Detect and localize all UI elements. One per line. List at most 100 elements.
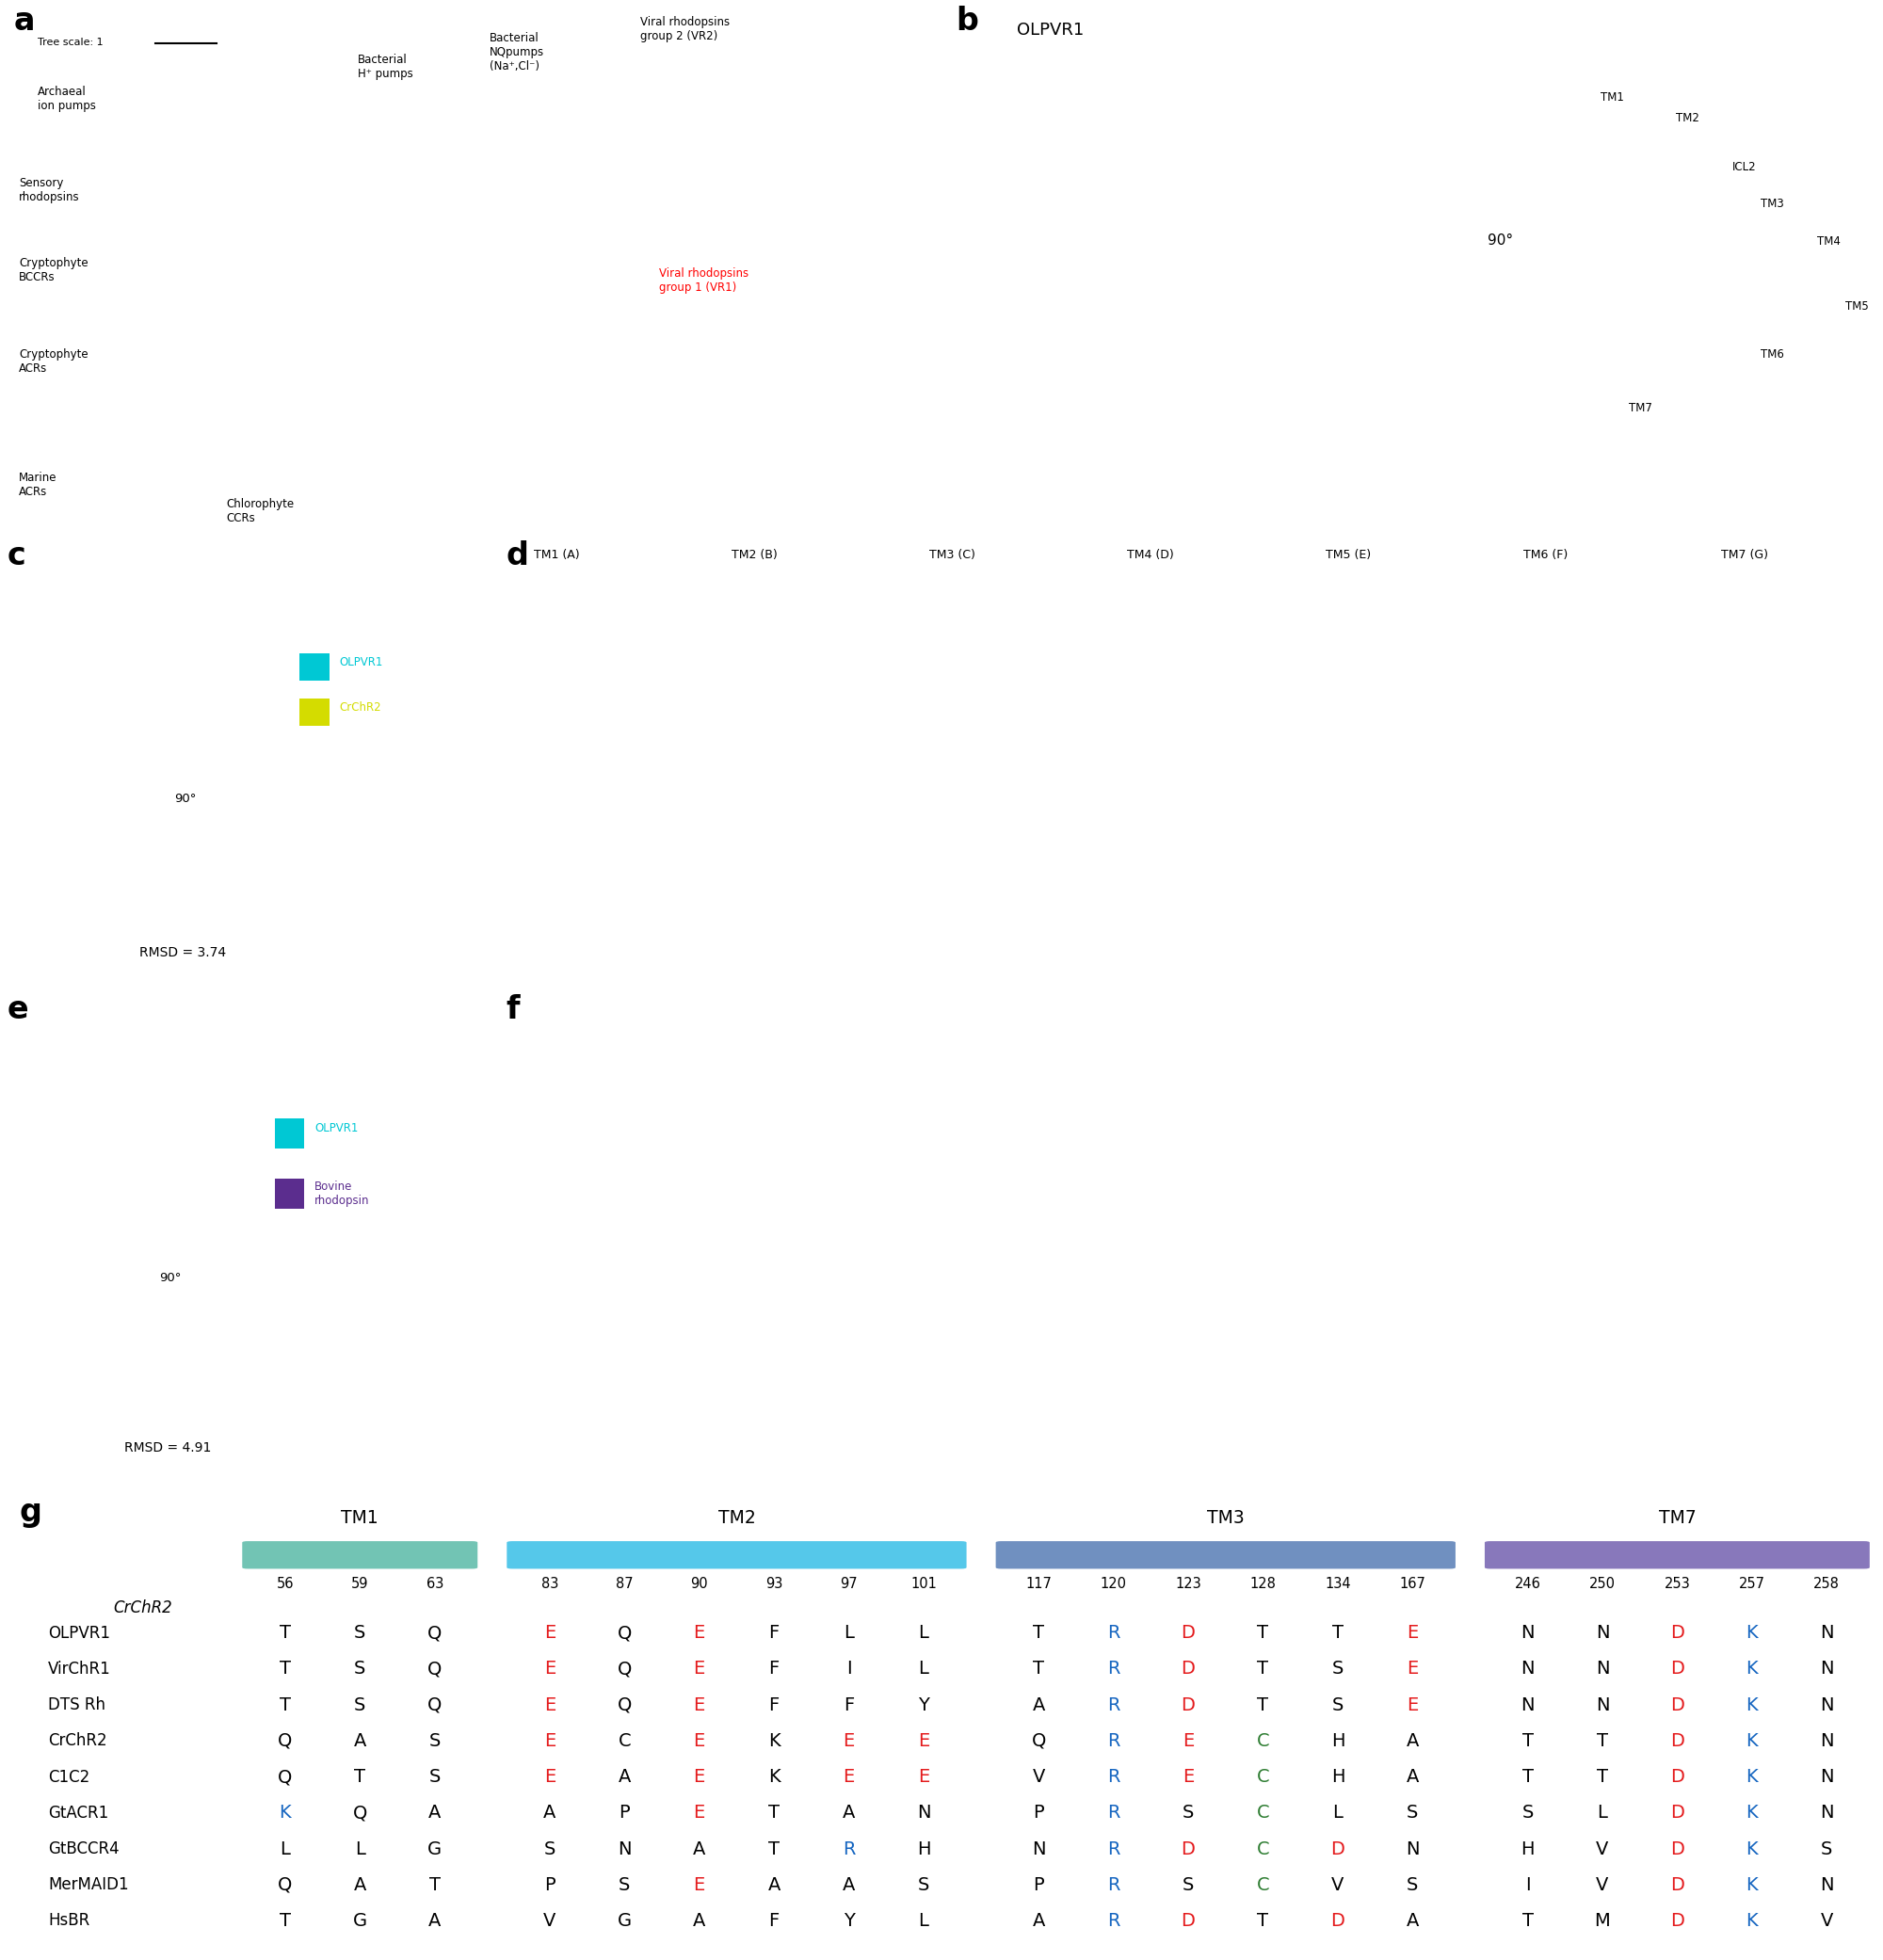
FancyBboxPatch shape — [243, 1541, 478, 1568]
Text: L: L — [1333, 1803, 1343, 1823]
Text: E: E — [544, 1660, 555, 1678]
Text: TM5: TM5 — [1845, 300, 1868, 312]
Text: S: S — [620, 1876, 631, 1893]
Bar — [299, 653, 330, 680]
Bar — [275, 1178, 305, 1209]
Text: V: V — [1032, 1768, 1045, 1786]
Text: S: S — [354, 1625, 365, 1642]
Text: TM2 (B): TM2 (B) — [731, 549, 778, 561]
Text: T: T — [279, 1660, 290, 1678]
Text: C: C — [1256, 1803, 1269, 1823]
Text: 167: 167 — [1399, 1576, 1425, 1592]
Text: D: D — [1181, 1660, 1196, 1678]
Text: F: F — [768, 1695, 780, 1713]
Text: E: E — [1407, 1625, 1418, 1642]
Text: TM6 (F): TM6 (F) — [1523, 549, 1569, 561]
Text: Q: Q — [1032, 1733, 1045, 1750]
Text: Cryptophyte
ACRs: Cryptophyte ACRs — [19, 349, 89, 374]
Text: Q: Q — [279, 1876, 292, 1893]
Text: K: K — [1746, 1911, 1759, 1931]
Text: D: D — [1670, 1695, 1683, 1713]
Text: S: S — [1521, 1803, 1533, 1823]
Text: TM3: TM3 — [1761, 198, 1783, 210]
Text: A: A — [1032, 1911, 1045, 1931]
Text: D: D — [1331, 1911, 1344, 1931]
Text: E: E — [544, 1695, 555, 1713]
Text: V: V — [1597, 1876, 1608, 1893]
Text: N: N — [1821, 1660, 1834, 1678]
Text: R: R — [1107, 1660, 1120, 1678]
Text: TM1: TM1 — [1601, 90, 1623, 104]
Text: A: A — [768, 1876, 780, 1893]
Text: 117: 117 — [1026, 1576, 1053, 1592]
Text: TM1 (A): TM1 (A) — [533, 549, 580, 561]
Text: N: N — [1032, 1840, 1045, 1858]
Text: 90°: 90° — [175, 792, 196, 806]
Text: 87: 87 — [616, 1576, 633, 1592]
Text: L: L — [919, 1625, 928, 1642]
Text: K: K — [1746, 1803, 1759, 1823]
Text: D: D — [1670, 1768, 1683, 1786]
Text: GtBCCR4: GtBCCR4 — [49, 1840, 119, 1858]
Text: 90°: 90° — [160, 1272, 181, 1284]
Text: S: S — [1407, 1803, 1418, 1823]
Text: Bacterial
H⁺ pumps: Bacterial H⁺ pumps — [358, 53, 412, 80]
Text: C: C — [1256, 1733, 1269, 1750]
Text: R: R — [842, 1840, 855, 1858]
Text: TM1: TM1 — [341, 1509, 378, 1527]
Text: T: T — [429, 1876, 441, 1893]
Text: H: H — [1331, 1733, 1344, 1750]
Text: S: S — [1183, 1803, 1194, 1823]
Text: TM7 (G): TM7 (G) — [1721, 549, 1768, 561]
Text: N: N — [1521, 1660, 1535, 1678]
Text: 250: 250 — [1589, 1576, 1616, 1592]
Text: Viral rhodopsins
group 1 (VR1): Viral rhodopsins group 1 (VR1) — [659, 269, 749, 294]
Text: N: N — [1821, 1625, 1834, 1642]
Text: D: D — [1670, 1876, 1683, 1893]
Text: 257: 257 — [1738, 1576, 1764, 1592]
Text: OLPVR1: OLPVR1 — [314, 1123, 358, 1135]
Text: A: A — [693, 1840, 706, 1858]
Text: R: R — [1107, 1876, 1120, 1893]
Text: Q: Q — [427, 1695, 443, 1713]
Text: N: N — [1521, 1625, 1535, 1642]
Text: E: E — [1407, 1660, 1418, 1678]
Text: Q: Q — [618, 1625, 631, 1642]
Text: Sensory
rhodopsins: Sensory rhodopsins — [19, 176, 79, 204]
Text: D: D — [1331, 1840, 1344, 1858]
Text: 134: 134 — [1326, 1576, 1350, 1592]
Text: D: D — [1670, 1803, 1683, 1823]
Text: L: L — [844, 1625, 855, 1642]
Text: N: N — [1821, 1876, 1834, 1893]
Text: T: T — [1034, 1660, 1045, 1678]
Text: K: K — [1746, 1733, 1759, 1750]
Text: N: N — [1821, 1768, 1834, 1786]
Text: E: E — [693, 1803, 704, 1823]
Text: b: b — [957, 6, 977, 37]
Text: P: P — [620, 1803, 631, 1823]
Text: 258: 258 — [1813, 1576, 1840, 1592]
Text: 83: 83 — [540, 1576, 559, 1592]
Text: E: E — [844, 1768, 855, 1786]
Text: TM7: TM7 — [1659, 1509, 1697, 1527]
FancyBboxPatch shape — [1484, 1541, 1870, 1568]
Text: S: S — [354, 1695, 365, 1713]
Text: d: d — [507, 541, 529, 570]
Text: GtACR1: GtACR1 — [49, 1805, 109, 1821]
Text: F: F — [844, 1695, 855, 1713]
Text: TM5 (E): TM5 (E) — [1326, 549, 1371, 561]
Text: D: D — [1181, 1840, 1196, 1858]
Text: 93: 93 — [764, 1576, 783, 1592]
Text: DTS Rh: DTS Rh — [49, 1697, 105, 1713]
Text: E: E — [544, 1733, 555, 1750]
Text: A: A — [1407, 1768, 1420, 1786]
Text: G: G — [352, 1911, 367, 1931]
Text: TM7: TM7 — [1629, 402, 1651, 414]
Text: L: L — [281, 1840, 290, 1858]
Text: RMSD = 3.74: RMSD = 3.74 — [139, 947, 226, 960]
Text: K: K — [1746, 1876, 1759, 1893]
Bar — [275, 1119, 305, 1149]
Text: Q: Q — [279, 1768, 292, 1786]
Text: N: N — [618, 1840, 631, 1858]
Text: N: N — [1821, 1733, 1834, 1750]
